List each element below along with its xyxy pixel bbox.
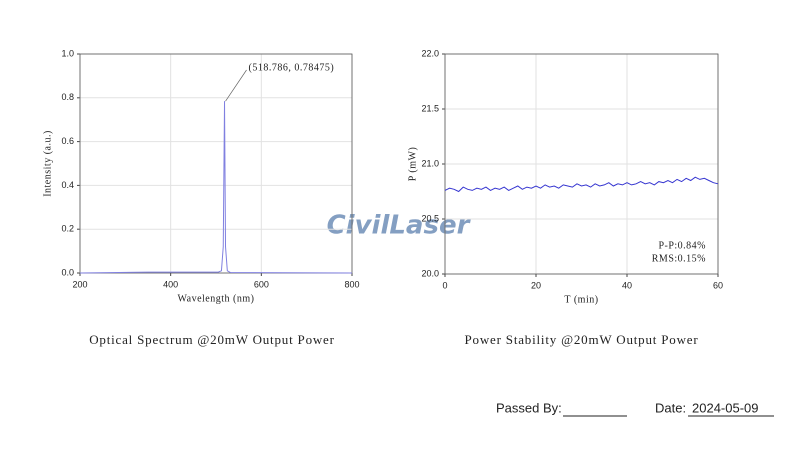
y-tick-label: 22.0 [421,48,439,58]
annotation: (518.786, 0.78475) [249,62,335,73]
plot-frame [444,53,719,275]
x-tick-label: 60 [713,280,723,290]
date-label: Date: [655,400,686,415]
y-tick-label: 1.0 [61,48,74,58]
y-axis-label: Intensity (a.u.) [42,130,53,197]
series-line [79,101,353,274]
date: 2024-05-09 [692,400,759,415]
chart-caption: Optical Spectrum @20mW Output Power [89,332,335,347]
y-tick-label: 20.0 [421,268,439,278]
x-tick-label: 0 [442,280,447,290]
x-axis-label: Wavelength (nm) [178,293,255,304]
y-tick-label: 21.5 [421,103,439,113]
series-line [444,176,719,193]
y-tick-label: 0.4 [61,180,74,190]
x-tick-label: 20 [531,280,541,290]
y-tick-label: 21.0 [421,158,439,168]
annotation: P-P:0.84% [658,240,706,251]
x-tick-label: 200 [72,279,87,289]
y-tick-label: 20.5 [421,213,439,223]
plot-frame [79,53,353,274]
x-tick-label: 800 [344,279,359,289]
y-tick-label: 0.6 [61,136,74,146]
x-tick-label: 40 [622,280,632,290]
annotation-leader [225,69,247,102]
passed-by-label: Passed By: [496,400,562,415]
y-tick-label: 0.8 [61,92,74,102]
y-tick-label: 0.2 [61,224,74,234]
x-tick-label: 400 [163,279,178,289]
x-axis-label: T (min) [564,294,598,305]
watermark: CivilLaser [327,211,472,241]
annotation: RMS:0.15% [652,253,706,264]
chart-caption: Power Stability @20mW Output Power [465,332,699,347]
y-tick-label: 0.0 [61,267,74,277]
x-tick-label: 600 [254,279,269,289]
y-axis-label: P (mW) [407,147,418,182]
